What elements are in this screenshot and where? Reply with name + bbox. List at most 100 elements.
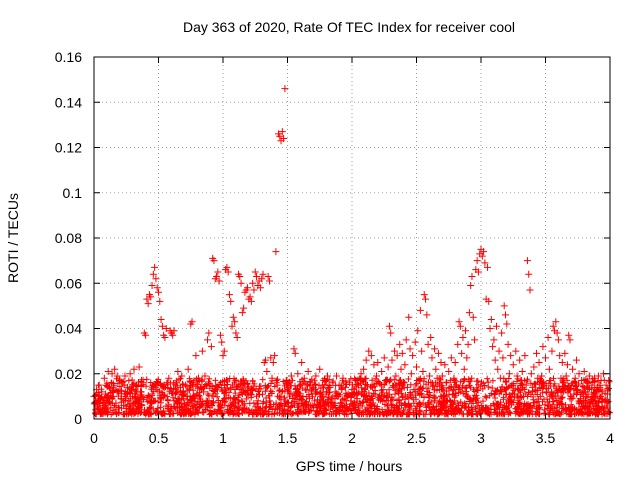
data-point (558, 358, 566, 366)
data-point (189, 379, 197, 387)
data-point (269, 358, 277, 366)
data-point (162, 325, 170, 332)
data-point (111, 365, 119, 373)
data-point (456, 322, 464, 330)
data-point (511, 390, 519, 398)
data-point (329, 379, 337, 387)
data-point (107, 404, 115, 412)
data-point (311, 397, 319, 405)
data-point (280, 134, 288, 142)
data-point (525, 270, 533, 278)
data-point (428, 354, 436, 362)
y-tick-label: 0.16 (55, 49, 82, 65)
data-point (518, 367, 526, 375)
data-point (467, 282, 475, 290)
data-point (563, 361, 571, 369)
data-point (220, 347, 228, 355)
data-point (562, 372, 570, 380)
data-point (499, 354, 507, 362)
data-point (440, 392, 448, 400)
y-tick-label: 0.12 (55, 140, 82, 156)
x-tick-label: 1 (219, 430, 227, 446)
data-point (173, 379, 181, 387)
data-point (320, 397, 328, 405)
data-point (522, 381, 530, 389)
data-point (231, 318, 239, 326)
y-tick-label: 0 (74, 411, 82, 427)
data-point (125, 397, 133, 405)
data-point (340, 395, 348, 403)
data-point (489, 343, 497, 351)
data-point (596, 395, 604, 403)
data-point (445, 367, 453, 375)
data-point (171, 390, 179, 398)
data-point (102, 390, 110, 398)
data-point (229, 313, 237, 321)
data-point (589, 392, 597, 400)
data-point (105, 383, 113, 391)
data-point (601, 397, 609, 405)
data-point (322, 390, 330, 398)
data-point (165, 374, 173, 382)
data-point (391, 347, 399, 355)
y-tick-label: 0.02 (55, 366, 82, 382)
data-point (521, 352, 529, 360)
data-point (296, 381, 304, 389)
data-point (594, 372, 602, 380)
data-point (602, 381, 610, 389)
data-point (373, 372, 381, 380)
chart-title: Day 363 of 2020, Rate Of TEC Index for r… (183, 19, 515, 35)
y-tick-label: 0.1 (63, 185, 83, 201)
x-axis-label: GPS time / hours (296, 458, 403, 474)
data-point (202, 397, 210, 405)
data-point (278, 128, 286, 136)
y-tick-label: 0.14 (55, 94, 82, 110)
data-point (126, 370, 134, 378)
data-point (376, 395, 384, 403)
data-point (393, 352, 401, 360)
data-point (253, 272, 261, 280)
data-point (548, 347, 556, 355)
data-point (578, 377, 586, 385)
data-point (498, 329, 506, 337)
data-point (469, 313, 477, 321)
data-point (462, 327, 470, 335)
data-point (98, 388, 106, 396)
data-point (170, 327, 178, 335)
data-point (605, 377, 613, 385)
data-point (455, 318, 463, 326)
data-point (180, 399, 188, 407)
data-point (396, 340, 404, 348)
data-point (486, 325, 494, 332)
data-point (139, 379, 147, 387)
data-point (175, 395, 183, 403)
data-point (544, 334, 552, 342)
data-point (287, 372, 295, 380)
data-point (509, 361, 517, 369)
data-point (583, 379, 591, 387)
data-point (419, 367, 427, 375)
data-point (115, 388, 123, 396)
data-point (244, 284, 252, 292)
data-point (330, 401, 338, 409)
x-tick-label: 3.5 (536, 430, 556, 446)
data-point (262, 356, 270, 364)
data-point (237, 279, 245, 287)
data-point (317, 392, 325, 400)
y-tick-label: 0.04 (55, 321, 82, 337)
data-point (530, 363, 538, 371)
data-point (597, 377, 605, 385)
data-point (246, 293, 254, 301)
data-point (494, 365, 502, 373)
y-tick-label: 0.08 (55, 230, 82, 246)
data-point (240, 304, 248, 312)
data-point (581, 397, 589, 405)
data-point (384, 363, 392, 371)
data-point (205, 329, 213, 337)
data-point (290, 345, 298, 353)
data-point (120, 401, 128, 409)
data-point (405, 313, 413, 321)
data-point (560, 386, 568, 394)
data-point (285, 379, 293, 387)
data-point (427, 334, 435, 342)
